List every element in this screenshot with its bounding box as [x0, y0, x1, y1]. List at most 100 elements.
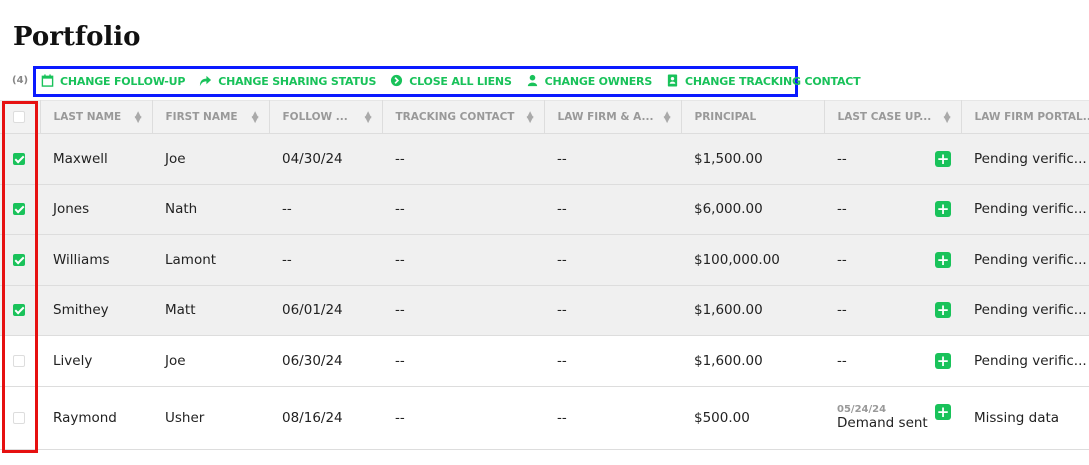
law-firm-portal: Pending verific... — [961, 234, 1089, 286]
table-row[interactable]: Jones Nath -- -- -- $6,000.00 + -- Pendin… — [0, 184, 1089, 235]
law-firm-portal: Pending verific... — [961, 184, 1089, 235]
tracking-contact: -- — [382, 285, 544, 336]
add-update-icon[interactable]: + — [935, 149, 951, 168]
last-name: Smithey — [40, 285, 152, 336]
follow-up: 08/16/24 — [269, 386, 382, 450]
column-header[interactable]: PRINCIPAL — [681, 100, 825, 134]
close-all-liens-button[interactable]: CLOSE ALL LIENS — [390, 74, 512, 90]
tracking-contact: -- — [382, 335, 544, 387]
first-name: Joe — [152, 133, 269, 185]
table-row[interactable]: Lively Joe 06/30/24 -- -- $1,600.00 + -- … — [0, 335, 1089, 387]
toolbar-label: CHANGE OWNERS — [544, 75, 653, 88]
toolbar-label: CHANGE FOLLOW-UP — [60, 75, 186, 88]
last-update-text: -- — [837, 302, 847, 319]
calendar-icon — [41, 73, 54, 90]
row-checkbox[interactable] — [13, 203, 25, 216]
principal: $1,500.00 — [681, 133, 824, 185]
follow-up: 06/01/24 — [269, 285, 382, 336]
column-header[interactable]: LAST CASE UP... ▲ ▼ — [824, 100, 962, 134]
add-update-icon[interactable]: + — [935, 301, 951, 320]
toolbar-label: CLOSE ALL LIENS — [409, 75, 512, 88]
circle-arrow-icon — [390, 74, 403, 90]
row-checkbox[interactable] — [13, 411, 25, 424]
table-row[interactable]: Williams Lamont -- -- -- $100,000.00 + --… — [0, 234, 1089, 286]
law-firm: -- — [544, 234, 681, 286]
law-firm-portal: Pending verific... — [961, 335, 1089, 387]
add-update-icon[interactable]: + — [935, 200, 951, 219]
row-checkbox[interactable] — [13, 304, 25, 317]
user-icon — [526, 74, 539, 90]
principal: $6,000.00 — [681, 184, 824, 235]
sort-icon[interactable]: ▲ ▼ — [526, 110, 534, 125]
last-case-update: +05/24/24 Demand sent — [824, 386, 961, 450]
column-header[interactable]: LAW FIRM PORTAL... — [961, 100, 1089, 134]
principal: $500.00 — [681, 386, 824, 450]
column-header[interactable]: LAST NAME ▲ ▼ — [40, 100, 153, 134]
change-tracking-contact-button[interactable]: CHANGE TRACKING CONTACT — [666, 73, 861, 90]
sort-icon[interactable]: ▲ ▼ — [663, 110, 671, 125]
bulk-actions-toolbar: CHANGE FOLLOW-UP CHANGE SHARING STATUS CLO… — [33, 66, 861, 97]
row-checkbox[interactable] — [13, 152, 25, 165]
add-update-icon[interactable]: + — [935, 403, 951, 421]
law-firm: -- — [544, 335, 681, 387]
table-row[interactable]: Raymond Usher 08/16/24 -- -- $500.00 +05… — [0, 386, 1089, 450]
change-owners-button[interactable]: CHANGE OWNERS — [526, 74, 652, 90]
follow-up: -- — [269, 234, 382, 286]
first-name: Nath — [152, 184, 269, 235]
tracking-contact: -- — [382, 184, 544, 235]
sort-icon[interactable]: ▲ ▼ — [364, 110, 372, 125]
follow-up: -- — [269, 184, 382, 235]
page-title: Portfolio — [13, 22, 141, 52]
last-update-date: 05/24/24 — [837, 404, 887, 415]
column-header[interactable]: TRACKING CONTACT ▲ ▼ — [382, 100, 545, 134]
law-firm: -- — [544, 184, 681, 235]
law-firm: -- — [544, 386, 681, 450]
tracking-contact: -- — [382, 234, 544, 286]
last-update-text: -- — [837, 201, 847, 218]
first-name: Matt — [152, 285, 269, 336]
last-case-update: + -- — [824, 234, 961, 286]
change-follow-up-button[interactable]: CHANGE FOLLOW-UP — [41, 73, 186, 90]
row-checkbox[interactable] — [13, 354, 25, 367]
add-update-icon[interactable]: + — [935, 250, 951, 269]
principal: $100,000.00 — [681, 234, 824, 286]
share-arrow-icon — [199, 74, 212, 90]
select-all-header — [0, 100, 41, 134]
add-update-icon[interactable]: + — [935, 351, 951, 370]
selected-count: (4) — [12, 75, 29, 86]
principal: $1,600.00 — [681, 285, 824, 336]
column-header[interactable]: FOLLOW ... ▲ ▼ — [269, 100, 383, 134]
last-name: Lively — [40, 335, 152, 387]
last-update-text: -- — [837, 352, 847, 369]
table-row[interactable]: Smithey Matt 06/01/24 -- -- $1,600.00 + -… — [0, 285, 1089, 336]
law-firm: -- — [544, 133, 681, 185]
last-name: Williams — [40, 234, 152, 286]
column-header[interactable]: LAW FIRM & A... ▲ ▼ — [544, 100, 682, 134]
select-all-checkbox[interactable] — [13, 111, 25, 123]
first-name: Lamont — [152, 234, 269, 286]
last-case-update: + -- — [824, 133, 961, 185]
sort-icon[interactable]: ▲ ▼ — [943, 110, 951, 125]
column-header[interactable]: FIRST NAME ▲ ▼ — [152, 100, 270, 134]
sort-icon[interactable]: ▲ ▼ — [251, 110, 259, 125]
first-name: Joe — [152, 335, 269, 387]
first-name: Usher — [152, 386, 269, 450]
tracking-contact: -- — [382, 386, 544, 450]
tracking-contact: -- — [382, 133, 544, 185]
last-name: Maxwell — [40, 133, 152, 185]
law-firm-portal: Pending verific... — [961, 285, 1089, 336]
portfolio-table: LAST NAME ▲ ▼ FIRST NAME ▲ ▼ FOLLOW ... ▲ ▼ TRACK… — [0, 100, 1089, 450]
law-firm: -- — [544, 285, 681, 336]
change-sharing-status-button[interactable]: CHANGE SHARING STATUS — [199, 74, 376, 90]
last-case-update: + -- — [824, 335, 961, 387]
sort-icon[interactable]: ▲ ▼ — [134, 110, 142, 125]
last-update-text: -- — [837, 251, 847, 268]
last-name: Jones — [40, 184, 152, 235]
last-update-text: -- — [837, 150, 847, 167]
table-row[interactable]: Maxwell Joe 04/30/24 -- -- $1,500.00 + --… — [0, 133, 1089, 185]
row-checkbox[interactable] — [13, 253, 25, 266]
law-firm-portal: Missing data — [961, 386, 1089, 450]
follow-up: 04/30/24 — [269, 133, 382, 185]
toolbar-label: CHANGE TRACKING CONTACT — [685, 75, 861, 88]
last-case-update: + -- — [824, 285, 961, 336]
